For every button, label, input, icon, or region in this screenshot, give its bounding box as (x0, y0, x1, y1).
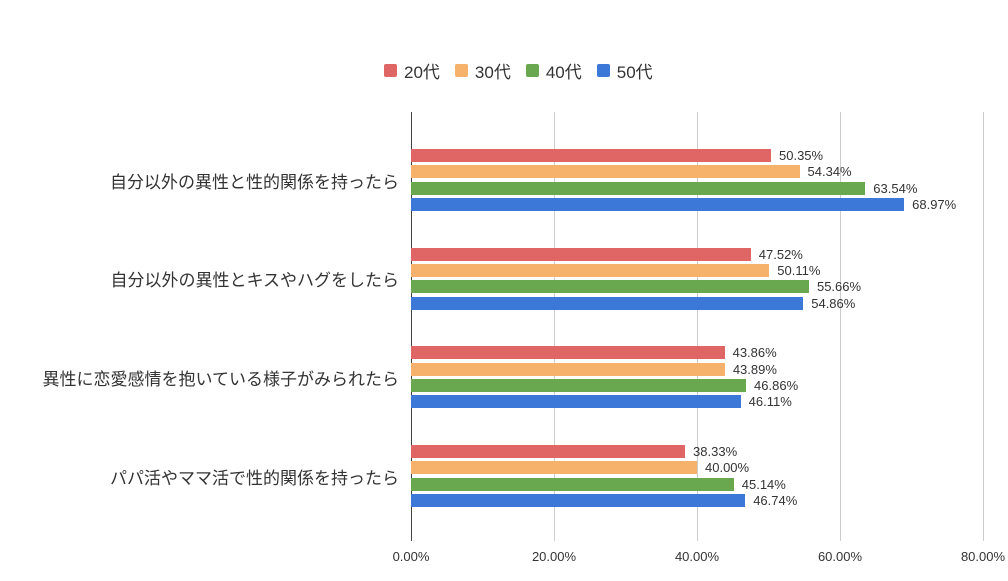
gridline (840, 112, 841, 541)
value-axis: 0.00% 20.00% 40.00% 60.00% 80.00% (393, 549, 1005, 567)
bar (411, 395, 741, 409)
bar-row: 54.86% (411, 295, 983, 311)
bar (411, 280, 809, 294)
axis-baseline (411, 112, 412, 541)
legend-item: 40代 (525, 58, 582, 83)
legend-label: 20代 (404, 63, 440, 82)
bar-row: 40.00% (411, 460, 983, 476)
bar-value-label: 46.86% (754, 377, 799, 393)
gridline (697, 112, 698, 541)
bar (411, 296, 804, 310)
bar (411, 493, 746, 507)
bar-value-label: 46.74% (753, 492, 798, 508)
legend-swatch-icon (525, 64, 539, 77)
bar-row: 43.86% (411, 345, 983, 361)
bar-value-label: 38.33% (693, 444, 738, 459)
bar (411, 247, 751, 261)
bar (411, 149, 771, 162)
bar-row: 68.97% (411, 196, 983, 212)
bar-value-label: 43.86% (732, 345, 777, 361)
x-tick-label: 0.00% (392, 549, 430, 564)
x-tick-label: 20.00% (531, 549, 577, 564)
bar-group: 47.52% 50.11% 55.66% 54.86% (411, 246, 983, 311)
bar-group: 38.33% 40.00% 45.14% 46.74% (411, 445, 983, 507)
bar-row: 54.34% (411, 164, 983, 180)
bar-value-label: 54.34% (807, 164, 852, 180)
bar-value-label: 50.11% (777, 262, 821, 278)
legend-label: 40代 (545, 63, 582, 82)
bar (411, 445, 686, 458)
bar-row: 55.66% (411, 279, 983, 295)
bar (411, 263, 770, 277)
legend-swatch-icon (454, 64, 468, 77)
bar (411, 477, 734, 491)
category-label: パパ活やママ活で性的関係を持ったら (110, 468, 399, 488)
bar-row: 46.86% (411, 377, 983, 393)
bar-row: 63.54% (411, 180, 983, 196)
bar (411, 197, 905, 211)
bar-row: 43.89% (411, 361, 983, 377)
legend-swatch-icon (384, 64, 397, 77)
bar-row: 50.35% (411, 149, 983, 162)
bar-value-label: 45.14% (741, 476, 786, 492)
bar (411, 181, 866, 195)
legend-label: 30代 (474, 63, 511, 82)
category-axis: 自分以外の異性と性的関係を持ったら 自分以外の異性とキスやハグをしたら異性に恋愛感… (0, 112, 405, 541)
bar-value-label: 63.54% (873, 180, 918, 196)
legend-swatch-icon (596, 64, 610, 77)
category-label: 異性に恋愛感情を抱いている様子がみられたら (42, 369, 400, 389)
bar (411, 165, 800, 179)
bar-row: 47.52% (411, 246, 983, 262)
bar (411, 346, 725, 360)
bar-row: 45.14% (411, 476, 983, 492)
gridline (554, 112, 555, 541)
bar-value-label: 55.66% (816, 279, 862, 295)
bar (411, 362, 725, 376)
bar-value-label: 46.11% (748, 394, 792, 410)
x-tick-label: 80.00% (960, 549, 1006, 564)
legend-item: 30代 (454, 58, 511, 83)
legend-item: 20代 (384, 58, 440, 83)
bar-value-label: 50.35% (779, 148, 824, 163)
bar-row: 46.11% (411, 394, 983, 410)
bar-row: 38.33% (411, 445, 983, 458)
bar-value-label: 40.00% (705, 460, 750, 476)
bar-row: 46.74% (411, 492, 983, 508)
bar-group: 43.86% 43.89% 46.86% 46.11% (411, 345, 983, 410)
chart-legend: 20代 30代 40代 50代 (384, 58, 653, 83)
bar-group: 50.35% 54.34% 63.54% 68.97% (411, 149, 983, 211)
x-tick-label: 40.00% (674, 549, 720, 564)
bar-row: 50.11% (411, 262, 983, 278)
gridline (983, 112, 984, 541)
bar (411, 378, 747, 392)
category-label: 自分以外の異性とキスやハグをしたら (110, 271, 400, 291)
x-tick-label: 60.00% (817, 549, 863, 564)
bar-value-label: 47.52% (758, 246, 803, 262)
bar-value-label: 68.97% (912, 196, 957, 212)
category-label: 自分以外の異性と性的関係を持ったら (110, 172, 399, 192)
bar-value-label: 54.86% (811, 295, 856, 311)
legend-label: 50代 (616, 63, 653, 82)
bar-value-label: 43.89% (732, 361, 777, 377)
legend-item: 50代 (596, 58, 653, 83)
bar (411, 461, 697, 475)
plot-area: 50.35% 54.34% 63.54% 68.97% 47.52% 50.11% 55.6… (411, 112, 984, 541)
